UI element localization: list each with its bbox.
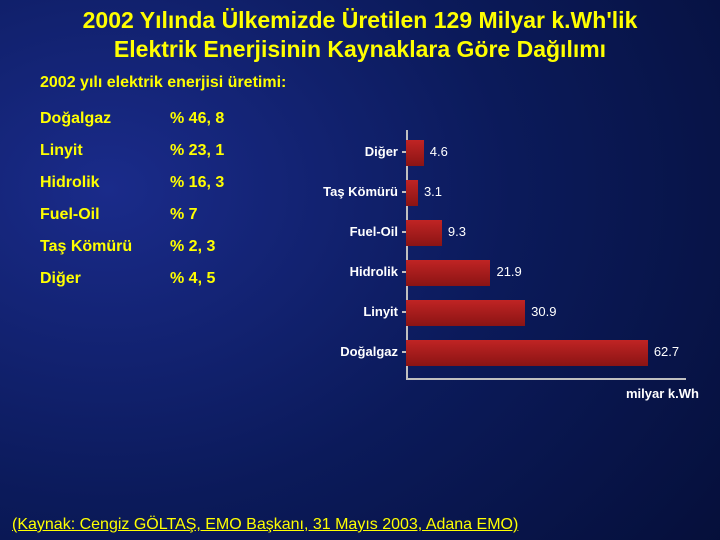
row-label: Fuel-Oil <box>40 206 170 224</box>
bar <box>406 180 418 206</box>
row-value: % 46, 8 <box>170 110 224 128</box>
bar-value-label: 30.9 <box>531 304 556 319</box>
bar-row: Diğer 4.6 <box>300 138 700 168</box>
bar-category-label: Diğer <box>300 144 398 159</box>
table-row: Linyit % 23, 1 <box>40 142 300 160</box>
table-row: Fuel-Oil % 7 <box>40 206 300 224</box>
bar <box>406 300 525 326</box>
bar-category-label: Fuel-Oil <box>300 224 398 239</box>
left-column: 2002 yılı elektrik enerjisi üretimi: Doğ… <box>40 74 300 434</box>
table-row: Taş Kömürü % 2, 3 <box>40 238 300 256</box>
table-row: Hidrolik % 16, 3 <box>40 174 300 192</box>
right-column: Diğer 4.6 Taş Kömürü 3.1 Fuel-Oil 9.3 Hidrolik… <box>300 74 700 434</box>
bar <box>406 220 442 246</box>
bar-row: Taş Kömürü 3.1 <box>300 178 700 208</box>
row-label: Taş Kömürü <box>40 238 170 256</box>
bar <box>406 140 424 166</box>
bar-category-label: Hidrolik <box>300 264 398 279</box>
page-title: 2002 Yılında Ülkemizde Üretilen 129 Mily… <box>0 0 720 64</box>
row-label: Doğalgaz <box>40 110 170 128</box>
bar <box>406 340 648 366</box>
row-label: Linyit <box>40 142 170 160</box>
row-value: % 2, 3 <box>170 238 215 256</box>
bar-value-label: 9.3 <box>448 224 466 239</box>
bar-value-label: 21.9 <box>496 264 521 279</box>
bar-value-label: 62.7 <box>654 344 679 359</box>
bar-category-label: Doğalgaz <box>300 344 398 359</box>
content-area: 2002 yılı elektrik enerjisi üretimi: Doğ… <box>0 64 720 434</box>
bar-row: Hidrolik 21.9 <box>300 258 700 288</box>
bar-value-label: 4.6 <box>430 144 448 159</box>
row-value: % 7 <box>170 206 198 224</box>
bar-value-label: 3.1 <box>424 184 442 199</box>
bar-row: Linyit 30.9 <box>300 298 700 328</box>
bar-category-label: Linyit <box>300 304 398 319</box>
bar-row: Fuel-Oil 9.3 <box>300 218 700 248</box>
bar-category-label: Taş Kömürü <box>300 184 398 199</box>
subheading: 2002 yılı elektrik enerjisi üretimi: <box>40 74 300 92</box>
row-value: % 16, 3 <box>170 174 224 192</box>
unit-label: milyar k.Wh <box>626 386 699 401</box>
row-value: % 23, 1 <box>170 142 224 160</box>
table-row: Diğer % 4, 5 <box>40 270 300 288</box>
table-row: Doğalgaz % 46, 8 <box>40 110 300 128</box>
bar-chart: Diğer 4.6 Taş Kömürü 3.1 Fuel-Oil 9.3 Hidrolik… <box>300 134 700 434</box>
bar <box>406 260 490 286</box>
source-citation: (Kaynak: Cengiz GÖLTAŞ, EMO Başkanı, 31 … <box>12 516 518 534</box>
row-value: % 4, 5 <box>170 270 215 288</box>
bar-row: Doğalgaz 62.7 <box>300 338 700 368</box>
row-label: Diğer <box>40 270 170 288</box>
x-axis <box>406 378 686 380</box>
row-label: Hidrolik <box>40 174 170 192</box>
